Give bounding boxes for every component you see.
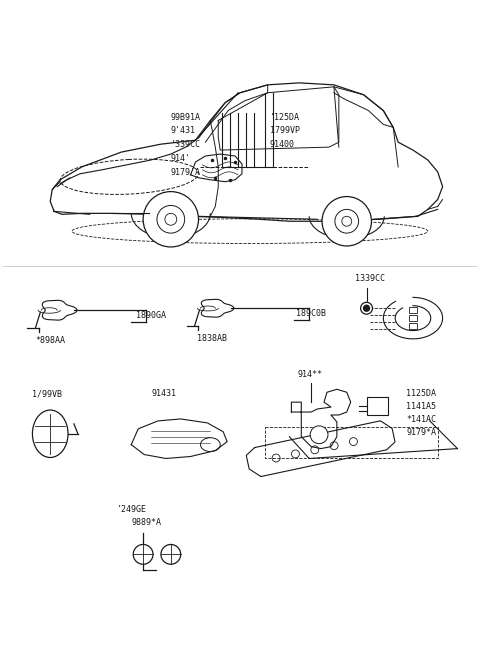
Text: 1125DA: 1125DA [406, 390, 436, 398]
Text: '339CC: '339CC [171, 140, 201, 149]
Bar [264, 427, 438, 459]
Text: 9'431: 9'431 [171, 126, 196, 135]
Text: '125DA: '125DA [270, 112, 300, 122]
Text: 99B91A: 99B91A [171, 112, 201, 122]
Text: '249GE: '249GE [117, 505, 146, 514]
Circle shape [360, 302, 372, 314]
Text: 1890GA: 1890GA [136, 311, 166, 320]
Circle shape [143, 192, 199, 247]
Text: *898AA: *898AA [36, 336, 65, 345]
Bar [409, 323, 417, 329]
Circle shape [161, 545, 180, 564]
Circle shape [335, 210, 359, 233]
Circle shape [322, 196, 372, 246]
Text: 1/99VB: 1/99VB [33, 390, 62, 398]
Text: 91400: 91400 [270, 140, 295, 149]
Text: 9889*A: 9889*A [131, 518, 161, 527]
Bar [409, 315, 417, 321]
Circle shape [310, 426, 328, 443]
Text: 189C0B: 189C0B [296, 309, 326, 318]
Text: 1141A5: 1141A5 [406, 402, 436, 411]
Text: 914': 914' [171, 154, 191, 163]
Text: 1339CC: 1339CC [355, 274, 384, 283]
Circle shape [363, 306, 370, 311]
Circle shape [342, 216, 352, 226]
Text: 1799VP: 1799VP [270, 126, 300, 135]
Bar [367, 397, 388, 415]
Text: 914**: 914** [297, 369, 323, 378]
Text: 9179'A: 9179'A [171, 168, 201, 177]
Text: 9179*A: 9179*A [406, 428, 436, 437]
Text: *141AC: *141AC [406, 415, 436, 424]
Text: 91431: 91431 [151, 390, 176, 398]
Circle shape [157, 206, 185, 233]
Ellipse shape [33, 410, 68, 457]
Circle shape [165, 214, 177, 225]
Bar [409, 307, 417, 313]
Text: 1838AB: 1838AB [197, 334, 228, 343]
Circle shape [133, 545, 153, 564]
